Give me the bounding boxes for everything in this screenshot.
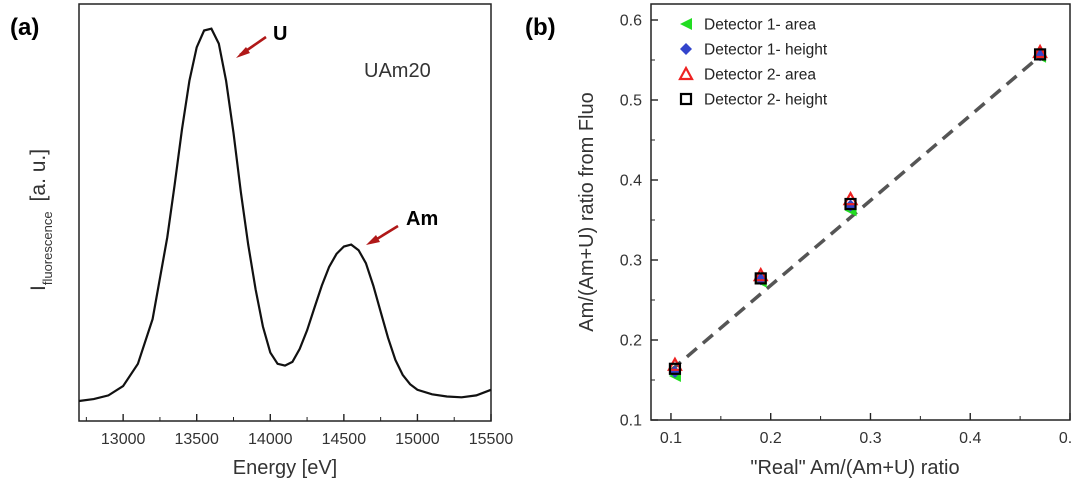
panel-b-x-tick-label: 0.3 [859, 430, 881, 447]
panel-b-point-series-4 [844, 197, 857, 211]
panel-b-x-tick-label: 0.5 [1059, 430, 1073, 447]
panel-a-x-tick-label: 13000 [101, 431, 146, 448]
panel-b-x-axis-label: "Real" Am/(Am+U) ratio [750, 457, 959, 479]
panel-b-legend-label-3: Detector 2- area [704, 67, 816, 84]
panel-b-y-tick-label: 0.2 [620, 333, 642, 350]
panel-b-legend-marker-3 [678, 65, 694, 81]
panel-a-x-tick-label: 15500 [469, 431, 514, 448]
panel-a-label: (a) [10, 14, 39, 41]
panel-b-point-series-3 [752, 266, 769, 282]
panel-a-sample-label: UAm20 [364, 60, 431, 82]
panel-a-annotation-am: Am [406, 208, 438, 230]
panel-b-y-tick-label: 0.4 [620, 173, 642, 190]
panel-a-y-label-main: I [27, 285, 50, 291]
panel-b-x-tick-label: 0.2 [760, 430, 782, 447]
panel-a-x-axis-label: Energy [eV] [233, 457, 338, 479]
panel-b-x-tick-label: 0.1 [660, 430, 682, 447]
panel-b-data-points [667, 43, 1048, 382]
panel-a-arrowhead-u [236, 47, 250, 58]
panel-b-y-tick-label: 0.3 [620, 253, 642, 270]
panel-a-y-axis-label: Ifluorescence [a. u.] [27, 149, 55, 291]
panel-a-y-label-sub: fluorescence [40, 211, 55, 285]
panel-a-annotation-u: U [273, 23, 287, 45]
panel-b-legend-marker-2 [680, 43, 692, 55]
panel-b-legend-label-4: Detector 2- height [704, 92, 828, 109]
panel-b-x-tick-label: 0.4 [959, 430, 981, 447]
panel-a-x-tick-label: 14000 [248, 431, 293, 448]
panel-a-x-tick-label: 14500 [322, 431, 367, 448]
panel-a-plot-frame [78, 3, 492, 422]
panel-b-x-ticks: 0.1 0.2 0.3 0.4 0.5 [660, 413, 1073, 447]
panel-b-legend: Detector 1- area Detector 1- height Detect… [678, 17, 828, 109]
panel-a-x-tick-label: 15000 [395, 431, 440, 448]
panel-a-x-tick-label: 13500 [174, 431, 219, 448]
panel-b-y-axis-label: Am/(Am+U) ratio from Fluo [576, 92, 598, 331]
panel-b-y-ticks: 0.1 0.2 0.3 0.4 0.5 0.6 [620, 13, 658, 430]
panel-b-legend-label-2: Detector 1- height [704, 42, 828, 59]
panel-b-legend-label-1: Detector 1- area [704, 17, 816, 34]
panel-a-spectrum-line [78, 27, 492, 403]
svg-text:Ifluorescence[a. u.]: Ifluorescence [a. u.] [27, 149, 55, 291]
panel-b-point-series-4 [668, 362, 682, 375]
panel-b-point-series-3 [1032, 43, 1048, 59]
panel-b-label: (b) [525, 14, 556, 41]
panel-b-legend-marker-4 [679, 92, 693, 106]
panel-b-plot-frame [650, 3, 1071, 421]
panel-a: (a) 13000 13500 14000 14500 15000 15500 UAm20… [10, 3, 514, 479]
panel-a-x-ticks: 13000 13500 14000 14500 15000 15500 [85, 414, 514, 448]
panel-b-y-tick-label: 0.5 [620, 93, 642, 110]
panel-b-legend-marker-1 [680, 18, 692, 30]
panel-b-point-series-4 [754, 272, 767, 285]
panel-b: (b) 0.1 0.2 0.3 0.4 0.5 0.1 0.2 0.3 0.4 0.5 0.6 D… [525, 3, 1073, 479]
panel-a-y-label-unit: [a. u.] [27, 149, 50, 202]
panel-b-y-tick-label: 0.6 [620, 13, 642, 30]
panel-a-arrowhead-am [366, 235, 380, 245]
panel-b-y-tick-label: 0.1 [620, 413, 642, 430]
panel-b-point-series-4 [1033, 48, 1047, 61]
